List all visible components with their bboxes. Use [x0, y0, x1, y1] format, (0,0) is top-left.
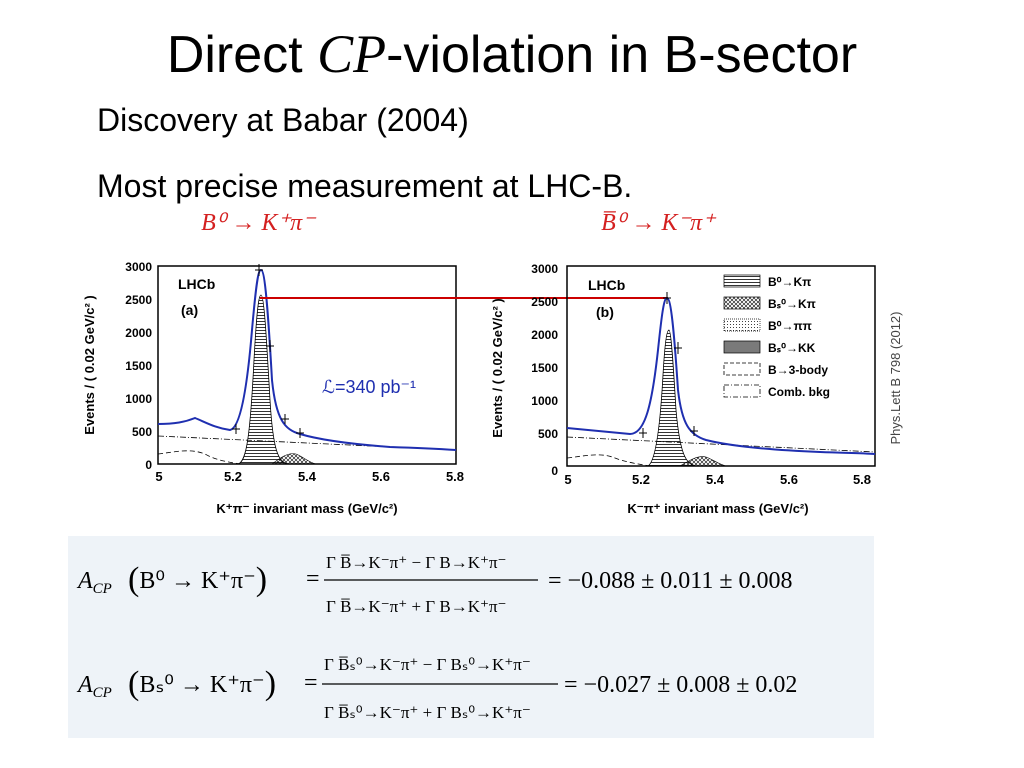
right-3body — [566, 454, 651, 467]
right-plot: B̅⁰ → K⁻π⁺ 0 500 1000 1500 2000 2500 300… — [490, 210, 903, 516]
left-ylabel: Events / ( 0.02 GeV/c² ) — [82, 295, 97, 434]
left-3body — [157, 450, 241, 465]
left-comb-bkg — [157, 435, 457, 451]
left-data-points — [232, 264, 304, 438]
right-data-points — [639, 292, 698, 438]
left-xlabel: K⁺π⁻ invariant mass (GeV/c²) — [216, 501, 397, 516]
formula2-equals: = — [304, 670, 318, 696]
right-ytick-1000: 1000 — [531, 394, 558, 408]
left-xtick-5.6: 5.6 — [372, 469, 390, 484]
left-signal-peak — [237, 294, 289, 465]
legend-swatch-0 — [723, 274, 761, 288]
right-frame — [566, 265, 876, 467]
right-ytick-3000: 3000 — [531, 262, 558, 276]
legend-swatch-4 — [723, 362, 761, 376]
left-ytick-2500: 2500 — [125, 293, 152, 307]
formula1-result: = −0.088 ± 0.011 ± 0.008 — [548, 568, 793, 594]
right-ytick-0: 0 — [551, 464, 558, 478]
right-legend: B⁰→Kπ Bₛ⁰→Kπ B⁰→ππ Bₛ⁰→KK B→3-body Comb.… — [723, 274, 830, 399]
legend-label-2: B⁰→ππ — [768, 319, 812, 333]
right-ylabel: Events / ( 0.02 GeV/c² ) — [490, 298, 505, 437]
formula-row-1: ACP (B⁰ → K⁺π⁻) = Γ B̅→K⁻π⁺ − Γ B→K⁺π⁻ Γ… — [76, 553, 793, 616]
legend-swatch-2 — [723, 318, 761, 332]
left-plot: B⁰ → K⁺π⁻ 0 500 1000 1500 2000 2500 3000… — [82, 210, 668, 516]
formula2-denominator: Γ B̅ₛ⁰→K⁻π⁺ + Γ Bₛ⁰→K⁺π⁻ — [324, 703, 531, 722]
left-frame — [157, 265, 457, 465]
left-ytick-3000: 3000 — [125, 260, 152, 274]
legend-swatch-3 — [723, 340, 761, 354]
title-suffix: -violation in B-sector — [386, 26, 858, 84]
legend-label-3: Bₛ⁰→KK — [768, 341, 816, 355]
legend-label-1: Bₛ⁰→Kπ — [768, 297, 816, 311]
formula2-lhs: ACP — [76, 672, 112, 701]
title-prefix: Direct — [166, 26, 318, 84]
left-ytick-2000: 2000 — [125, 326, 152, 340]
formula1-numerator: Γ B̅→K⁻π⁺ − Γ B→K⁺π⁻ — [326, 553, 507, 572]
legend-label-4: B→3-body — [768, 363, 828, 377]
left-ytick-500: 500 — [132, 425, 152, 439]
left-bs-peak — [271, 453, 317, 465]
left-fit-curve — [157, 268, 457, 451]
formula2-arg: (Bₛ⁰ → K⁺π⁻) — [128, 665, 276, 702]
left-xticks: 5 5.2 5.4 5.6 5.8 — [155, 469, 464, 484]
legend-label-5: Comb. bkg — [768, 385, 830, 399]
left-xtick-5: 5 — [155, 469, 162, 484]
right-experiment: LHCb — [588, 277, 625, 293]
left-xtick-5.4: 5.4 — [298, 469, 317, 484]
right-panel: (b) — [596, 304, 614, 320]
legend-label-0: B⁰→Kπ — [768, 275, 811, 289]
right-yticks: 0 500 1000 1500 2000 2500 3000 — [531, 262, 558, 478]
left-yticks: 0 500 1000 1500 2000 2500 3000 — [125, 260, 152, 472]
left-lumi: ℒ=340 pb⁻¹ — [322, 377, 416, 397]
right-xtick-5.6: 5.6 — [780, 472, 798, 487]
left-xtick-5.2: 5.2 — [224, 469, 242, 484]
right-fit-curve — [566, 296, 876, 455]
right-xtick-5.2: 5.2 — [632, 472, 650, 487]
title-cp: CP — [317, 24, 387, 84]
right-ytick-2500: 2500 — [531, 295, 558, 309]
right-xtick-5.8: 5.8 — [853, 472, 871, 487]
bullet-lhcb: Most precise measurement at LHC-B. — [97, 168, 633, 204]
formula-box: ACP (B⁰ → K⁺π⁻) = Γ B̅→K⁻π⁺ − Γ B→K⁺π⁻ Γ… — [68, 536, 874, 738]
left-ytick-0: 0 — [145, 458, 152, 472]
right-xtick-5: 5 — [564, 472, 571, 487]
right-bs-peak — [678, 456, 727, 467]
mass-plots: B⁰ → K⁺π⁻ 0 500 1000 1500 2000 2500 3000… — [0, 200, 1024, 530]
reference-citation: Phys.Lett B 798 (2012) — [888, 312, 903, 445]
left-decay-label: B⁰ → K⁺π⁻ — [201, 210, 317, 236]
slide-title: Direct CP-violation in B-sector — [0, 22, 1024, 87]
left-panel: (a) — [181, 302, 198, 318]
right-xtick-5.4: 5.4 — [706, 472, 725, 487]
bullet-babar: Discovery at Babar (2004) — [97, 102, 469, 138]
right-xticks: 5 5.2 5.4 5.6 5.8 — [564, 472, 871, 487]
formula-row-2: ACP (Bₛ⁰ → K⁺π⁻) = Γ B̅ₛ⁰→K⁻π⁺ − Γ Bₛ⁰→K… — [76, 655, 797, 722]
right-ytick-500: 500 — [538, 427, 558, 441]
left-ytick-1500: 1500 — [125, 359, 152, 373]
formula2-result: = −0.027 ± 0.008 ± 0.02 — [564, 672, 797, 698]
legend-swatch-5 — [723, 384, 761, 398]
formula1-lhs: ACP — [76, 568, 112, 597]
legend-swatch-1 — [723, 296, 761, 310]
left-xtick-5.8: 5.8 — [446, 469, 464, 484]
right-comb-bkg — [566, 436, 876, 453]
right-signal-peak — [646, 329, 697, 467]
left-ytick-1000: 1000 — [125, 392, 152, 406]
left-experiment: LHCb — [178, 276, 215, 292]
right-xlabel: K⁻π⁺ invariant mass (GeV/c²) — [627, 501, 808, 516]
formula1-equals: = — [306, 566, 320, 592]
right-decay-label: B̅⁰ → K⁻π⁺ — [601, 210, 717, 236]
formula1-denominator: Γ B̅→K⁻π⁺ + Γ B→K⁺π⁻ — [326, 597, 507, 616]
right-ytick-1500: 1500 — [531, 361, 558, 375]
formula2-numerator: Γ B̅ₛ⁰→K⁻π⁺ − Γ Bₛ⁰→K⁺π⁻ — [324, 655, 531, 674]
formula1-arg: (B⁰ → K⁺π⁻) — [128, 561, 267, 598]
right-ytick-2000: 2000 — [531, 328, 558, 342]
